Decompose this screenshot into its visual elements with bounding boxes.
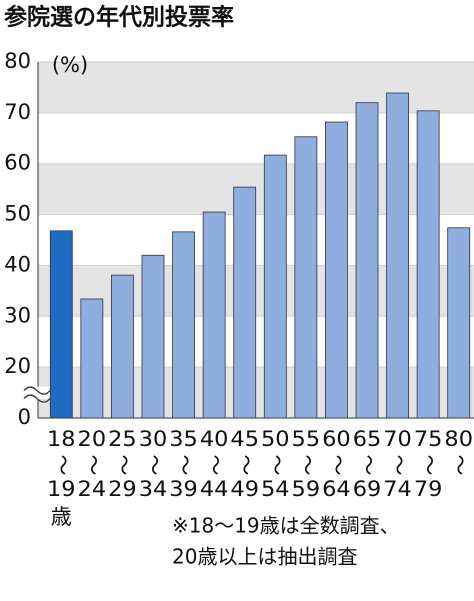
x-tick-label-end: 34 bbox=[139, 477, 168, 501]
bar bbox=[447, 227, 471, 419]
range-mark: 〜 bbox=[203, 455, 227, 476]
bar bbox=[263, 154, 287, 419]
x-tick-label: 50 bbox=[261, 427, 290, 451]
y-tick-label: 40 bbox=[4, 252, 31, 276]
range-mark: 〜 bbox=[81, 455, 105, 476]
age-unit: 歳 bbox=[51, 505, 72, 529]
x-tick-label-end: 24 bbox=[78, 477, 107, 501]
x-tick-label-end: 29 bbox=[108, 477, 137, 501]
x-tick-label-end: 54 bbox=[261, 477, 290, 501]
x-tick-label: 55 bbox=[292, 427, 321, 451]
x-tick-label-end: 74 bbox=[383, 477, 412, 501]
range-mark: 〜 bbox=[234, 455, 258, 476]
x-tick-label-end: 44 bbox=[200, 477, 229, 501]
bar bbox=[294, 136, 318, 419]
axis-break bbox=[23, 386, 51, 395]
bar bbox=[386, 92, 409, 419]
bar bbox=[80, 298, 104, 419]
range-mark: 〜 bbox=[325, 455, 349, 476]
y-tick-label: 50 bbox=[4, 202, 31, 226]
x-tick-label: 65 bbox=[353, 427, 382, 451]
x-tick-label: 45 bbox=[230, 427, 259, 451]
bar bbox=[355, 102, 379, 419]
x-tick-label-end: 69 bbox=[353, 477, 382, 501]
x-tick-label-end: 79 bbox=[414, 477, 443, 501]
note: ※18〜19歳は全数調査、 bbox=[172, 514, 400, 538]
x-tick-label: 75 bbox=[414, 427, 443, 451]
y-tick-label: 20 bbox=[4, 354, 31, 378]
y-tick-label: 30 bbox=[4, 303, 31, 327]
x-tick-label-end: 64 bbox=[322, 477, 351, 501]
range-mark: 〜 bbox=[417, 455, 441, 476]
x-tick-label-end: 59 bbox=[292, 477, 321, 501]
x-tick-label: 60 bbox=[322, 427, 351, 451]
range-mark: 〜 bbox=[295, 455, 319, 476]
range-mark: 〜 bbox=[448, 455, 472, 476]
x-tick-label: 30 bbox=[139, 427, 168, 451]
chart-title: 参院選の年代別投票率 bbox=[4, 4, 234, 31]
bar bbox=[49, 230, 73, 419]
x-tick-label-end: 39 bbox=[169, 477, 198, 501]
range-mark: 〜 bbox=[356, 455, 380, 476]
bar bbox=[416, 110, 440, 419]
x-tick-label-end: 19 bbox=[47, 477, 76, 501]
y-unit: (%) bbox=[52, 53, 88, 77]
bar bbox=[233, 186, 257, 419]
y-tick-label: 80 bbox=[4, 49, 31, 73]
range-mark: 〜 bbox=[50, 455, 74, 476]
x-tick-label: 35 bbox=[169, 427, 198, 451]
range-mark: 〜 bbox=[264, 455, 288, 476]
axis-break-gap bbox=[24, 386, 50, 399]
note: 20歳以上は抽出調査 bbox=[172, 545, 357, 569]
bar bbox=[111, 274, 134, 419]
bar bbox=[141, 254, 165, 419]
range-mark: 〜 bbox=[142, 455, 166, 476]
bar bbox=[172, 231, 195, 419]
x-tick-label: 40 bbox=[200, 427, 229, 451]
x-tick-label: 80 bbox=[444, 427, 473, 451]
range-mark: 〜 bbox=[387, 455, 411, 476]
axis-break bbox=[23, 394, 51, 403]
x-tick-label: 25 bbox=[108, 427, 137, 451]
range-mark: 〜 bbox=[111, 455, 135, 476]
x-tick-label: 18 bbox=[47, 427, 76, 451]
y-tick-label: 60 bbox=[4, 151, 31, 175]
x-tick-label-end: 49 bbox=[230, 477, 259, 501]
y-tick-label: 70 bbox=[4, 100, 31, 124]
x-tick-label: 70 bbox=[383, 427, 412, 451]
bar bbox=[202, 211, 226, 419]
bar bbox=[325, 121, 348, 419]
range-mark: 〜 bbox=[173, 455, 197, 476]
x-tick-label: 20 bbox=[78, 427, 107, 451]
y-tick-label: 0 bbox=[18, 405, 31, 429]
